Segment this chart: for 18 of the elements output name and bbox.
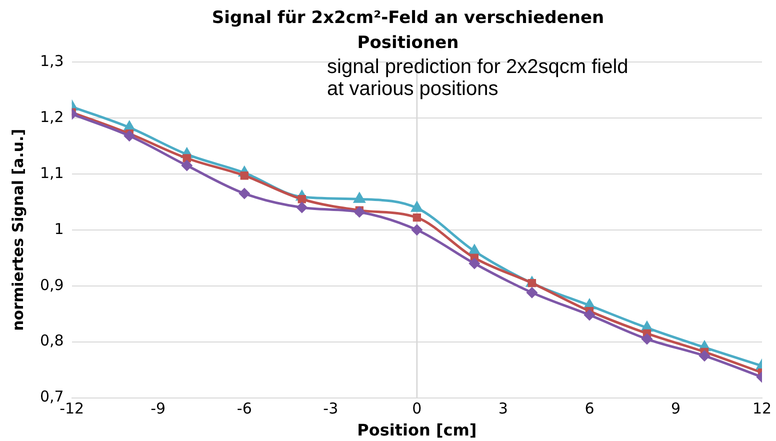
- x-tick-label: -3: [323, 400, 338, 418]
- x-tick-label: -9: [150, 400, 166, 418]
- x-tick-label: 3: [498, 400, 508, 418]
- x-tick-label: 0: [412, 400, 422, 418]
- y-tick-label: 0,9: [40, 276, 64, 294]
- x-tick-label: -6: [236, 400, 252, 418]
- y-tick-label: 1,1: [40, 164, 64, 182]
- annotation: signal prediction for 2x2sqcm field at various positions: [327, 56, 630, 100]
- x-tick-label: 6: [584, 400, 594, 418]
- y-axis-title: normiertes Signal [a.u.]: [8, 128, 27, 331]
- y-tick-label: 1,2: [40, 108, 64, 126]
- y-tick-label: 1: [54, 220, 64, 238]
- y-tick-label: 0,8: [40, 332, 64, 350]
- x-tick-label: 9: [670, 400, 681, 418]
- x-axis-title: Position [cm]: [357, 420, 477, 440]
- y-tick-label: 1,3: [40, 52, 64, 70]
- x-tick-label: 12: [752, 400, 772, 418]
- chart-title: Signal für 2x2cm²-Feld an verschiedenen Positionen: [210, 7, 606, 55]
